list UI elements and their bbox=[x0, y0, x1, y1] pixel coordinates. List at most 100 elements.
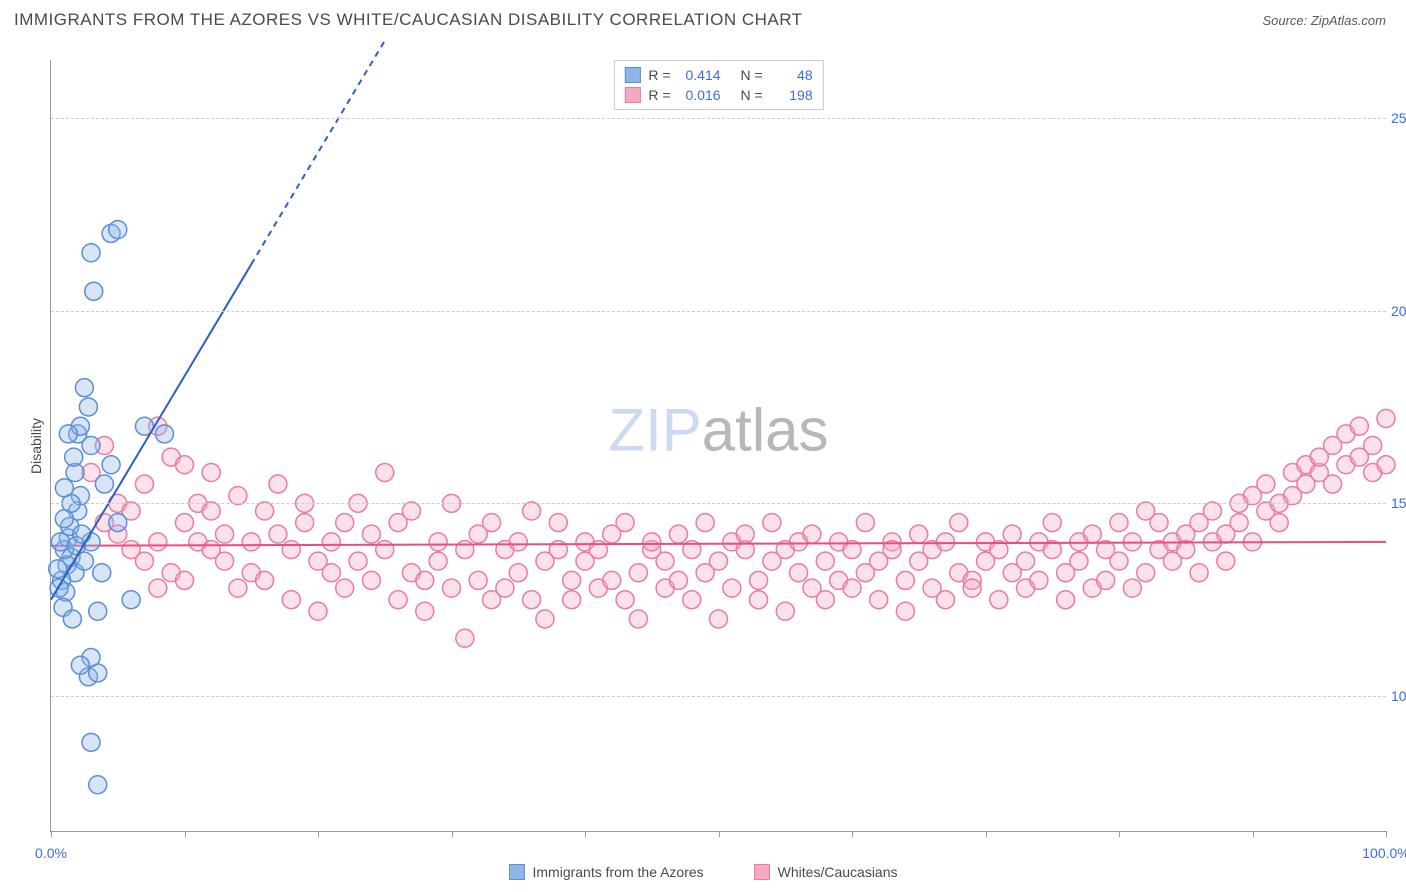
xtick bbox=[51, 831, 52, 837]
xtick bbox=[852, 831, 853, 837]
scatter-point bbox=[202, 502, 220, 520]
scatter-point bbox=[1017, 552, 1035, 570]
scatter-point bbox=[282, 541, 300, 559]
scatter-point bbox=[1110, 514, 1128, 532]
scatter-point bbox=[55, 510, 73, 528]
scatter-point bbox=[296, 514, 314, 532]
scatter-point bbox=[696, 514, 714, 532]
scatter-point bbox=[1043, 514, 1061, 532]
scatter-point bbox=[1003, 525, 1021, 543]
trend-line-extrapolated bbox=[251, 41, 385, 265]
scatter-point bbox=[389, 591, 407, 609]
legend-bottom-label-1: Whites/Caucasians bbox=[778, 864, 898, 880]
scatter-point bbox=[229, 579, 247, 597]
scatter-point bbox=[51, 533, 69, 551]
scatter-point bbox=[202, 463, 220, 481]
scatter-point bbox=[216, 552, 234, 570]
scatter-point bbox=[89, 776, 107, 794]
r-label-0: R = bbox=[648, 67, 670, 83]
chart-header: IMMIGRANTS FROM THE AZORES VS WHITE/CAUC… bbox=[0, 0, 1406, 35]
scatter-point bbox=[1097, 571, 1115, 589]
ytick-label: 25.0% bbox=[1391, 110, 1406, 126]
scatter-point bbox=[1257, 475, 1275, 493]
legend-bottom-swatch-0 bbox=[509, 864, 525, 880]
scatter-point bbox=[176, 514, 194, 532]
scatter-point bbox=[896, 602, 914, 620]
scatter-point bbox=[536, 610, 554, 628]
scatter-point bbox=[65, 448, 83, 466]
scatter-point bbox=[443, 579, 461, 597]
scatter-point bbox=[349, 552, 367, 570]
r-value-0: 0.414 bbox=[679, 67, 721, 83]
scatter-point bbox=[155, 425, 173, 443]
xtick bbox=[318, 831, 319, 837]
grid-line bbox=[51, 118, 1386, 119]
scatter-point bbox=[816, 591, 834, 609]
scatter-point bbox=[1203, 502, 1221, 520]
scatter-point bbox=[93, 564, 111, 582]
scatter-point bbox=[563, 571, 581, 589]
scatter-point bbox=[950, 514, 968, 532]
scatter-point bbox=[603, 571, 621, 589]
scatter-point bbox=[376, 541, 394, 559]
chart-source: Source: ZipAtlas.com bbox=[1262, 13, 1386, 28]
legend-swatch-1 bbox=[624, 87, 640, 103]
xtick bbox=[719, 831, 720, 837]
scatter-point bbox=[322, 533, 340, 551]
scatter-point bbox=[256, 571, 274, 589]
scatter-point bbox=[376, 463, 394, 481]
scatter-point bbox=[416, 571, 434, 589]
xtick bbox=[1119, 831, 1120, 837]
scatter-point bbox=[362, 571, 380, 589]
scatter-point bbox=[336, 514, 354, 532]
scatter-point bbox=[656, 552, 674, 570]
scatter-point bbox=[683, 591, 701, 609]
scatter-point bbox=[803, 525, 821, 543]
scatter-point bbox=[1217, 552, 1235, 570]
scatter-point bbox=[122, 541, 140, 559]
scatter-point bbox=[322, 564, 340, 582]
scatter-point bbox=[496, 579, 514, 597]
source-prefix: Source: bbox=[1262, 13, 1310, 28]
xtick bbox=[452, 831, 453, 837]
scatter-point bbox=[990, 591, 1008, 609]
series-legend: Immigrants from the Azores Whites/Caucas… bbox=[0, 864, 1406, 880]
scatter-point bbox=[936, 533, 954, 551]
scatter-point bbox=[1377, 410, 1395, 428]
scatter-point bbox=[710, 552, 728, 570]
scatter-point bbox=[242, 533, 260, 551]
xtick-label: 100.0% bbox=[1362, 845, 1406, 861]
scatter-point bbox=[896, 571, 914, 589]
xtick bbox=[986, 831, 987, 837]
scatter-point bbox=[216, 525, 234, 543]
scatter-point bbox=[75, 379, 93, 397]
scatter-point bbox=[402, 502, 420, 520]
scatter-point bbox=[710, 610, 728, 628]
legend-item-0: Immigrants from the Azores bbox=[509, 864, 704, 880]
scatter-point bbox=[362, 525, 380, 543]
correlation-legend: R = 0.414 N = 48 R = 0.016 N = 198 bbox=[613, 60, 823, 110]
xtick bbox=[585, 831, 586, 837]
scatter-point bbox=[456, 541, 474, 559]
scatter-point bbox=[629, 610, 647, 628]
scatter-point bbox=[1190, 564, 1208, 582]
scatter-point bbox=[509, 564, 527, 582]
scatter-point bbox=[1083, 525, 1101, 543]
scatter-point bbox=[1364, 437, 1382, 455]
scatter-point bbox=[82, 437, 100, 455]
y-axis-label: Disability bbox=[28, 418, 44, 474]
scatter-point bbox=[723, 579, 741, 597]
source-name: ZipAtlas.com bbox=[1311, 13, 1386, 28]
scatter-point bbox=[936, 591, 954, 609]
chart-title: IMMIGRANTS FROM THE AZORES VS WHITE/CAUC… bbox=[14, 10, 803, 30]
scatter-point bbox=[750, 571, 768, 589]
scatter-point bbox=[1230, 514, 1248, 532]
legend-bottom-swatch-1 bbox=[754, 864, 770, 880]
scatter-point bbox=[469, 571, 487, 589]
ytick-label: 10.0% bbox=[1391, 688, 1406, 704]
scatter-point bbox=[456, 629, 474, 647]
scatter-point bbox=[629, 564, 647, 582]
xtick-label: 0.0% bbox=[35, 845, 67, 861]
scatter-point bbox=[1150, 514, 1168, 532]
scatter-point bbox=[269, 475, 287, 493]
